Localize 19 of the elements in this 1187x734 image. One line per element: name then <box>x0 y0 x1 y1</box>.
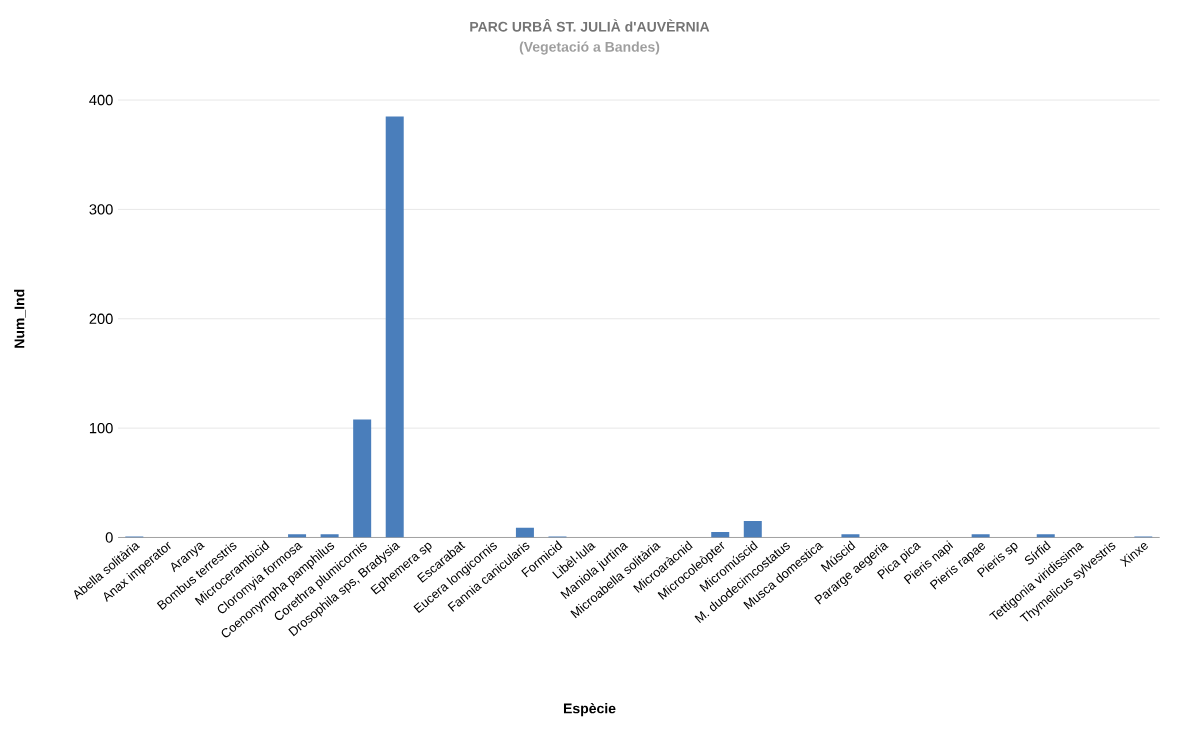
y-tick-label: 300 <box>89 204 113 215</box>
chart-subtitle: (Vegetació a Bandes) <box>519 41 660 55</box>
bar <box>711 532 730 538</box>
bar <box>841 534 860 538</box>
bar <box>971 534 990 538</box>
bar <box>288 534 307 538</box>
y-tick-label: 200 <box>89 313 113 325</box>
bar <box>743 521 762 538</box>
bar <box>385 116 404 538</box>
bar <box>320 534 339 538</box>
chart-title: PARC URBÂ ST. JULIÀ d'AUVÈRNIA <box>470 19 710 32</box>
bar <box>353 419 372 538</box>
x-axis-title: Espècie <box>563 703 616 717</box>
y-tick-label: 0 <box>105 532 113 543</box>
bar <box>1036 534 1055 538</box>
y-tick-label: 100 <box>89 423 113 434</box>
y-axis-title: Num_Ind <box>14 289 26 348</box>
bar <box>515 527 534 538</box>
y-tick-label: 400 <box>89 95 113 106</box>
